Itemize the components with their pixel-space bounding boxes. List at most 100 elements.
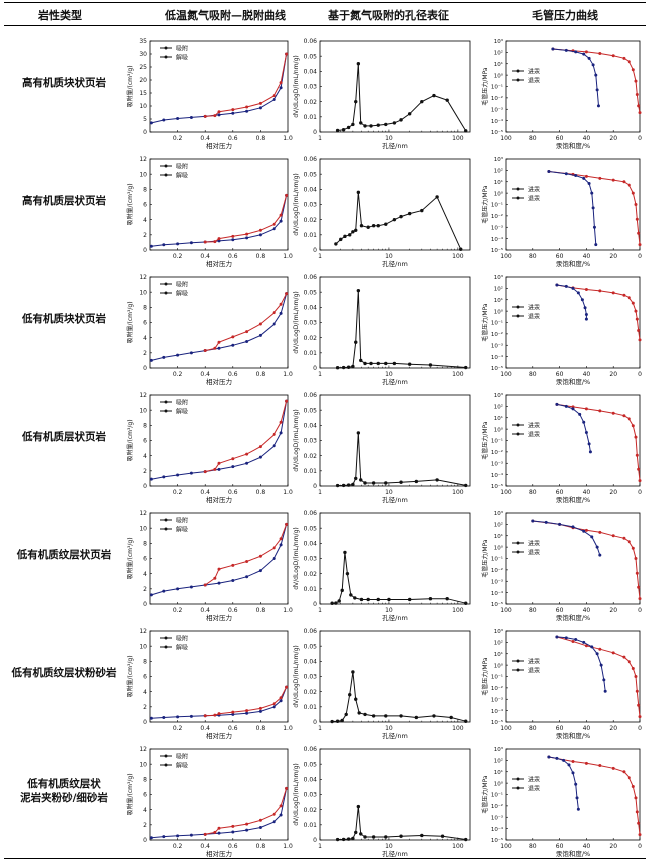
extrusion-point xyxy=(591,206,595,210)
legend-label: 吸附 xyxy=(176,45,188,53)
y-tick-label: 6 xyxy=(143,320,147,327)
x-tick-label: 0.8 xyxy=(256,725,266,732)
desorption-point xyxy=(258,554,262,558)
pore-size-point xyxy=(399,118,403,122)
pore-size-point xyxy=(376,361,380,366)
pore-size-point xyxy=(346,125,351,130)
pore-size-point xyxy=(335,365,340,370)
x-tick-label: 0.6 xyxy=(228,489,238,496)
pore-size-point xyxy=(354,99,358,104)
intrusion-point xyxy=(635,453,639,457)
intrusion-point xyxy=(631,424,635,428)
extrusion-point xyxy=(587,182,591,186)
y-tick-label: 10¹ xyxy=(494,533,503,540)
adsorption-point xyxy=(176,116,180,120)
y-tick-label: 12 xyxy=(139,510,147,517)
extrusion-point xyxy=(595,88,599,92)
intrusion-point xyxy=(598,409,602,413)
y-tick-label: 10⁻⁴ xyxy=(491,708,504,715)
plot-frame xyxy=(505,630,641,723)
y-tick-label: 0.05 xyxy=(304,761,318,768)
intrusion-point xyxy=(598,51,602,55)
intrusion-point xyxy=(634,675,638,678)
legend-marker xyxy=(516,305,520,309)
legend-marker xyxy=(516,423,520,427)
desorption-point xyxy=(258,445,262,449)
y-tick-label: 2 xyxy=(143,586,147,593)
y-tick-label: 0.02 xyxy=(304,217,318,224)
row-label: 低有机质纹层状粉砂岩 xyxy=(4,666,124,680)
pore-size-line xyxy=(332,671,466,722)
x-tick-label: 40 xyxy=(583,489,591,496)
intrusion-point xyxy=(635,689,639,693)
intrusion-point xyxy=(638,243,642,247)
legend-marker xyxy=(164,46,168,50)
x-tick-label: 100 xyxy=(500,725,512,732)
pore-size-point xyxy=(346,483,351,487)
x-tick-label: 0 xyxy=(638,843,642,850)
row-label-line: 低有机质纹层状 xyxy=(27,778,101,790)
x-tick-label: 100 xyxy=(500,135,512,142)
intrusion-point xyxy=(638,833,642,837)
extrusion-point xyxy=(555,283,559,287)
adsorption-point xyxy=(279,431,283,435)
row-label: 高有机质层状页岩 xyxy=(4,194,124,208)
intrusion-point xyxy=(631,785,635,789)
x-tick-label: 0.2 xyxy=(173,253,183,260)
adsorption-point xyxy=(245,339,249,343)
desorption-point xyxy=(279,420,283,424)
extrusion-point xyxy=(582,176,586,180)
legend-marker xyxy=(516,187,520,191)
y-tick-label: 10¹ xyxy=(494,61,503,68)
y-tick-label: 10² xyxy=(494,758,503,765)
pore-size-point xyxy=(334,242,338,246)
pore-size-point xyxy=(359,224,364,228)
pore-size-point xyxy=(371,835,376,839)
desorption-point xyxy=(285,786,289,790)
adsorption-point xyxy=(149,477,153,481)
x-tick-label: 1.0 xyxy=(283,607,293,614)
pore-size-line xyxy=(335,192,462,250)
extrusion-point xyxy=(578,412,582,416)
adsorption-point xyxy=(272,705,276,709)
intrusion-point xyxy=(627,660,631,664)
extrusion-point xyxy=(564,284,568,288)
x-tick-label: 0.2 xyxy=(173,843,183,850)
y-tick-label: 10⁻⁵ xyxy=(491,601,503,608)
y-axis-label: 毛管压力/MPa xyxy=(481,539,489,578)
desorption-point xyxy=(272,546,276,550)
extrusion-point xyxy=(587,442,591,446)
x-tick-label: 0.2 xyxy=(173,489,183,496)
adsorption-point xyxy=(162,355,166,359)
y-axis-label: 毛管压力/MPa xyxy=(481,185,489,224)
y-tick-label: 10⁻⁴ xyxy=(491,472,504,479)
row-label-line: 泥岩夹粉砂/细砂岩 xyxy=(20,792,108,804)
desorption-point xyxy=(272,702,276,706)
legend-label: 解吸 xyxy=(176,54,188,62)
extrusion-line xyxy=(548,756,579,810)
extrusion-point xyxy=(558,522,562,526)
desorption-point xyxy=(279,302,283,306)
y-tick-label: 0.01 xyxy=(304,822,318,829)
desorption-point xyxy=(245,330,249,334)
x-axis-label: 相对压力 xyxy=(206,141,232,150)
pore-size-point xyxy=(330,719,334,724)
intrusion-point xyxy=(638,715,642,719)
x-tick-label: 0 xyxy=(638,607,642,614)
pore-size-point xyxy=(371,714,376,718)
pore-size-point xyxy=(384,361,388,366)
y-tick-label: 10⁻² xyxy=(491,213,503,220)
adsorption-point xyxy=(245,461,249,465)
legend-label: 解吸 xyxy=(176,290,188,298)
pore-panel-row-3: 0 0.01 0.02 0.03 0.04 0.05 0.06 1 10 100 孔径/nm dV/d… xyxy=(293,274,471,386)
x-tick-label: 100 xyxy=(452,607,464,614)
intrusion-point xyxy=(635,571,639,575)
y-tick-label: 0 xyxy=(313,601,317,608)
pore-size-point xyxy=(346,365,351,369)
intrusion-point xyxy=(611,54,615,58)
y-tick-label: 0.02 xyxy=(304,689,318,696)
intrusion-point xyxy=(584,50,588,54)
desorption-point xyxy=(203,470,207,474)
pore-size-point xyxy=(354,340,358,344)
x-tick-label: 100 xyxy=(500,843,512,850)
